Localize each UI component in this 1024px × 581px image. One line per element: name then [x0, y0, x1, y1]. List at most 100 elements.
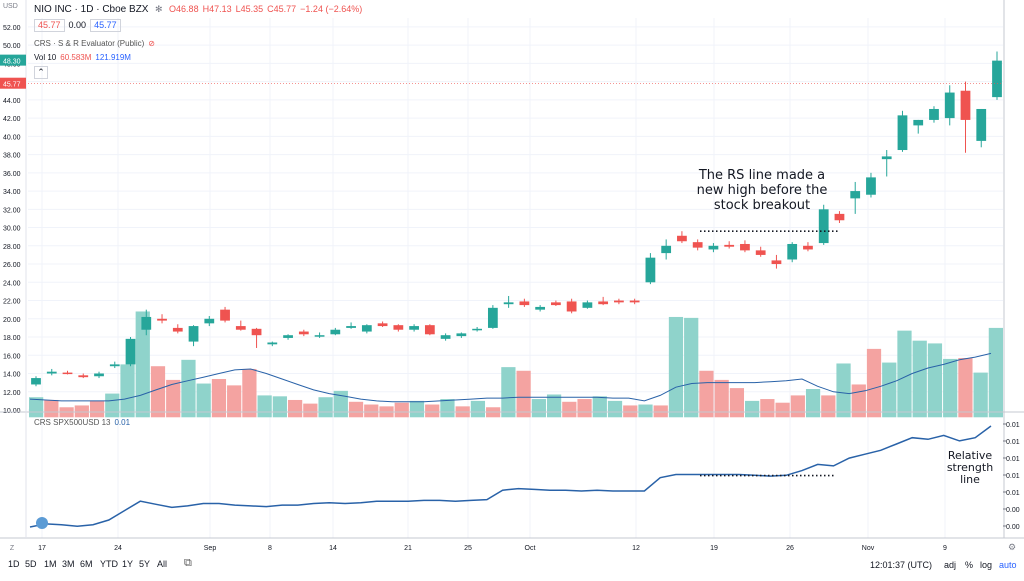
price-tick-label: 30.00: [3, 226, 21, 233]
volume-bar: [89, 400, 105, 418]
candle-body: [424, 325, 435, 335]
volume-bar: [607, 400, 623, 418]
volume-bar: [242, 368, 257, 418]
timeframe-3m[interactable]: 3M: [62, 559, 75, 569]
date-range-calendar-icon[interactable]: ⧉: [184, 557, 192, 569]
volume-bar: [623, 405, 638, 418]
volume-bar: [668, 316, 684, 418]
timeframe-6m[interactable]: 6M: [80, 559, 93, 569]
volume-bar: [120, 364, 135, 418]
volume-bar: [196, 383, 211, 418]
timeframe-1y[interactable]: 1Y: [122, 559, 134, 569]
volume-bar: [531, 399, 546, 418]
price-tick-label: 22.00: [3, 299, 21, 306]
volume-label[interactable]: Vol 10: [34, 53, 57, 62]
candle-body: [929, 108, 939, 120]
price-tick-label: 38.00: [3, 153, 21, 160]
volume-bar: [760, 399, 775, 418]
volume-bar: [653, 405, 668, 418]
timeframe-5d[interactable]: 5D: [25, 559, 37, 569]
time-tick-label: 25: [464, 545, 472, 552]
volume-bar: [150, 366, 166, 418]
timeframe-1d[interactable]: 1D: [8, 559, 20, 569]
candle-body: [582, 302, 593, 308]
volume-bar: [836, 363, 851, 418]
alert-icon[interactable]: ⊘: [148, 39, 155, 48]
time-tick-label: 19: [710, 545, 718, 552]
price-tick-label: 14.00: [3, 372, 21, 379]
rs-tick-label: 0.01: [1006, 422, 1020, 429]
candle-body: [456, 333, 467, 337]
candle-body: [125, 338, 136, 365]
time-tick-label: Sep: [204, 545, 217, 552]
volume-bar: [348, 401, 364, 418]
price-tick-label: 32.00: [3, 207, 21, 214]
log-toggle[interactable]: log: [980, 560, 993, 570]
adj-toggle[interactable]: adj: [944, 560, 957, 570]
candle-body: [976, 108, 987, 141]
candle-body: [94, 373, 104, 377]
candle-body: [346, 326, 356, 328]
candle-body: [361, 325, 372, 332]
percent-toggle[interactable]: %: [965, 560, 974, 570]
rs-pane-legend: CRS SPX500USD 13 0.01: [34, 418, 134, 427]
volume-bar: [74, 405, 89, 418]
volume-bar: [790, 395, 805, 418]
candle-body: [708, 245, 719, 250]
time-tick-label: 9: [943, 545, 947, 552]
price-tick-label: 40.00: [3, 134, 21, 141]
indicator-name[interactable]: CRS · S & R Evaluator (Public): [34, 39, 145, 48]
time-tick-label: Nov: [862, 545, 875, 552]
volume-bar: [775, 402, 790, 418]
timeframe-5y[interactable]: 5Y: [139, 559, 151, 569]
time-tick-label: 12: [632, 545, 640, 552]
price-tick-label: 28.00: [3, 244, 21, 251]
volume-bar: [927, 343, 943, 418]
rs-tick-label: 0.01: [1006, 456, 1020, 463]
time-tick-label: 17: [38, 545, 46, 552]
rs-tick-label: 0.00: [1006, 524, 1020, 531]
candle-body: [188, 326, 199, 342]
price-tick-label: 24.00: [3, 280, 21, 287]
candle-body: [913, 119, 924, 126]
timeframe-all[interactable]: All: [157, 559, 168, 569]
symbol-title[interactable]: NIO INC · 1D · Cboe BZX: [34, 4, 149, 15]
volume-bar: [988, 327, 1003, 418]
rs-annotation-line-2: new high before the: [696, 183, 828, 198]
settings-icon[interactable]: ✻: [154, 4, 163, 14]
price-tick-label: 42.00: [3, 116, 21, 123]
candle-body: [866, 177, 876, 195]
price-tag-red-label: 45.77: [3, 82, 21, 89]
ohlc-close: C45.77: [267, 4, 297, 14]
candle-body: [661, 245, 672, 254]
candle-body: [267, 342, 278, 345]
volume-bar: [577, 399, 592, 418]
candle-body: [724, 244, 735, 247]
timeframe-1m[interactable]: 1M: [44, 559, 57, 569]
candle-body: [472, 328, 482, 331]
candle-body: [818, 209, 829, 244]
time-tick-label: Oct: [525, 545, 536, 552]
buy-price-box[interactable]: 45.77: [90, 19, 121, 32]
rs-indicator-name[interactable]: CRS SPX500USD 13: [34, 418, 111, 427]
volume-bar: [729, 388, 745, 418]
sell-price-box[interactable]: 45.77: [34, 19, 65, 32]
volume-bar: [364, 404, 379, 418]
collapse-legend-chevron-icon[interactable]: ⌃: [34, 66, 48, 79]
legend-row-1: NIO INC · 1D · Cboe BZX ✻ O46.88 H47.13 L4…: [34, 4, 366, 15]
candle-body: [614, 300, 624, 303]
timeframe-ytd[interactable]: YTD: [100, 559, 118, 569]
price-tick-label: 44.00: [3, 98, 21, 105]
auto-toggle[interactable]: auto: [999, 560, 1017, 570]
volume-ma-line: [29, 352, 992, 403]
volume-bar: [821, 395, 836, 418]
candle-body: [503, 302, 514, 305]
candle-body: [409, 326, 419, 330]
volume-bar: [470, 400, 486, 418]
volume-bar: [135, 311, 150, 418]
utc-clock[interactable]: 12:01:37 (UTC): [870, 560, 933, 570]
volume-bar: [29, 397, 44, 418]
price-tick-label: 16.00: [3, 353, 21, 360]
